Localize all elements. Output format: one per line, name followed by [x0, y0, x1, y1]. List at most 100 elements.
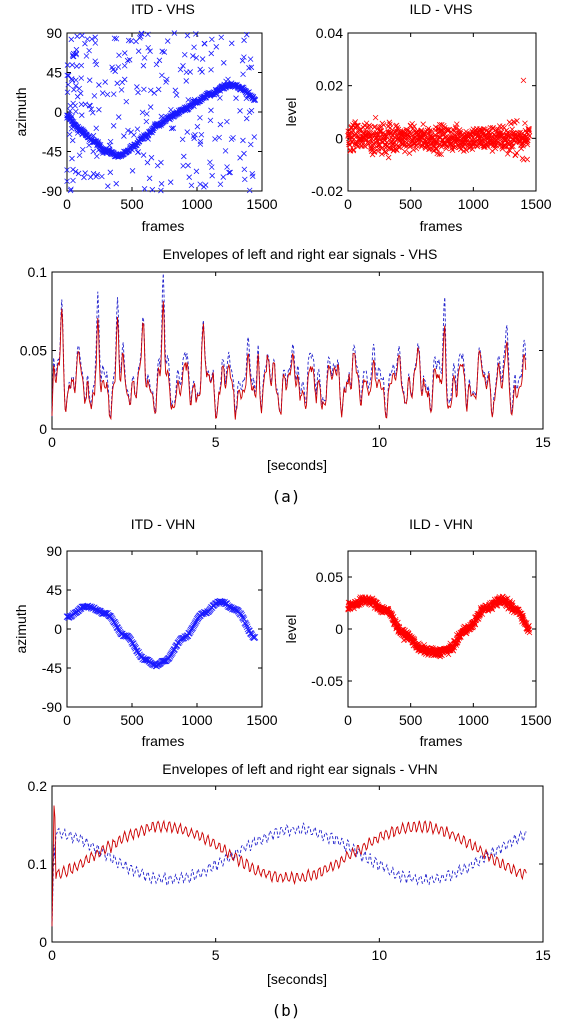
data-point	[119, 79, 126, 86]
data-point	[121, 62, 128, 69]
data-point	[193, 55, 200, 61]
data-point	[395, 619, 401, 626]
y-tick-label: 0	[335, 621, 343, 637]
data-marks	[64, 30, 259, 194]
y-tick-label: 45	[46, 65, 62, 81]
data-point	[209, 36, 215, 43]
y-tick-label: 0.1	[28, 264, 48, 280]
data-point	[510, 143, 516, 150]
panel-itd-vhn: ITD - VHN 0 500 1000 1500 -90 -45 0 45 90 frames…	[13, 516, 278, 749]
data-point	[115, 114, 122, 120]
data-point	[93, 61, 100, 68]
data-point	[81, 174, 87, 181]
data-point	[99, 90, 106, 96]
y-axis-label: level	[283, 98, 299, 127]
data-point	[77, 90, 84, 97]
data-point	[220, 60, 227, 66]
data-point	[386, 119, 393, 126]
y-tick-label: 0.02	[316, 78, 343, 94]
data-point	[522, 120, 528, 127]
data-point	[94, 171, 101, 178]
data-point	[165, 654, 173, 662]
data-point	[135, 149, 142, 155]
data-point	[126, 57, 133, 63]
axis-ticks: 0 500 1000 1500 -0.05 0 0.05	[311, 551, 552, 728]
data-point	[197, 138, 204, 145]
x-tick-label: 1500	[246, 712, 277, 728]
y-tick-label: -45	[42, 144, 62, 160]
data-point	[131, 643, 139, 651]
data-point	[193, 31, 199, 37]
data-point	[362, 143, 369, 150]
x-tick-label: 500	[120, 712, 144, 728]
data-point	[183, 78, 190, 84]
data-point	[141, 86, 147, 93]
data-point	[68, 186, 74, 193]
data-point	[243, 623, 251, 631]
data-point	[226, 169, 232, 176]
data-point	[78, 112, 85, 118]
data-point	[78, 62, 85, 69]
data-point	[149, 186, 156, 193]
data-marks	[345, 593, 533, 660]
data-point	[403, 126, 409, 133]
data-point	[240, 71, 246, 78]
data-point	[367, 133, 373, 139]
data-point	[90, 148, 97, 155]
data-point	[181, 153, 187, 160]
y-tick-label: 0	[54, 104, 62, 120]
data-point	[144, 111, 150, 117]
data-point	[438, 151, 445, 158]
data-point	[158, 113, 165, 120]
y-tick-label: -0.02	[311, 183, 343, 199]
data-point	[82, 40, 88, 47]
data-point	[410, 140, 416, 147]
data-point	[91, 93, 98, 99]
data-point	[73, 77, 79, 83]
data-point	[192, 619, 199, 626]
data-point	[70, 50, 77, 57]
data-point	[111, 35, 118, 42]
data-point	[372, 123, 378, 130]
data-point	[171, 30, 178, 36]
panel-envelopes-vhn: Envelopes of left and right ear signals …	[28, 761, 551, 987]
data-point	[350, 146, 357, 153]
data-point	[155, 86, 162, 93]
data-point	[208, 50, 215, 57]
data-point	[508, 120, 514, 127]
data-point	[64, 72, 71, 79]
data-point	[64, 62, 71, 68]
data-point	[130, 640, 137, 648]
data-point	[73, 108, 79, 115]
data-point	[64, 115, 70, 121]
chart-title: Envelopes of left and right ear signals …	[163, 246, 438, 262]
data-point	[239, 57, 246, 64]
data-point	[249, 170, 256, 177]
data-point	[121, 50, 128, 56]
data-point	[68, 36, 75, 43]
data-point	[227, 169, 233, 176]
data-point	[163, 79, 169, 85]
data-point	[69, 62, 75, 68]
data-point	[112, 68, 118, 75]
y-axis-label: azimuth	[13, 87, 29, 136]
data-point	[412, 140, 418, 146]
data-point	[180, 63, 186, 69]
data-point	[246, 187, 253, 194]
data-point	[66, 131, 73, 138]
data-point	[385, 154, 392, 161]
data-point	[355, 123, 361, 129]
data-point	[73, 63, 80, 69]
data-point	[95, 147, 102, 153]
data-point	[197, 114, 203, 121]
data-point	[150, 127, 156, 133]
data-point	[69, 137, 76, 144]
data-point	[90, 170, 97, 177]
x-tick-label: 15	[535, 947, 551, 963]
data-point	[199, 56, 206, 62]
data-point	[351, 131, 358, 138]
data-point	[159, 72, 165, 79]
data-point	[251, 134, 258, 140]
data-point	[96, 106, 102, 113]
data-point	[135, 89, 141, 96]
